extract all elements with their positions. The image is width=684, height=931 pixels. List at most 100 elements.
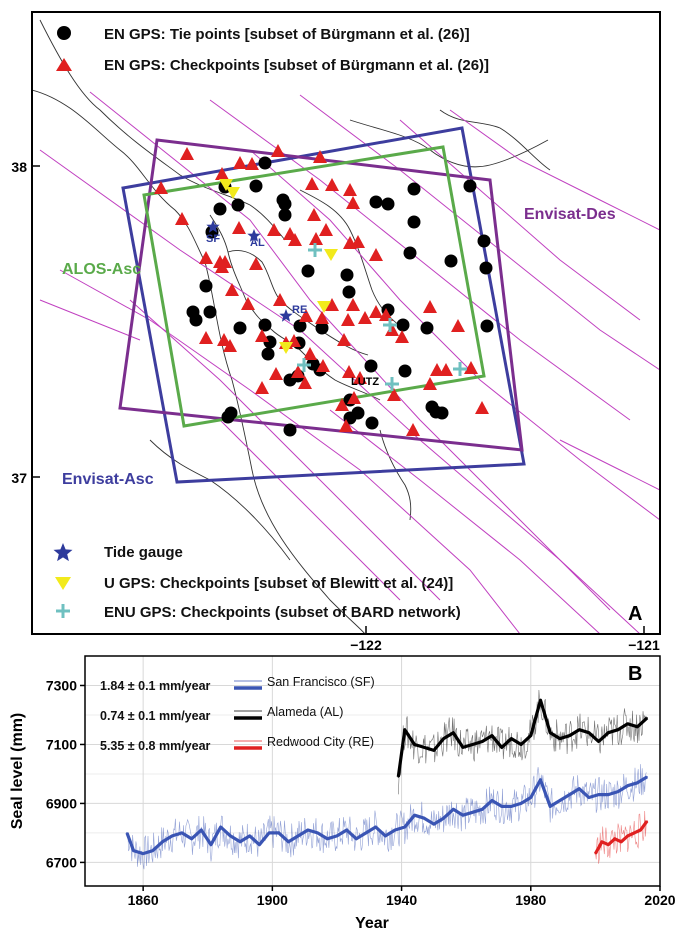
checkpoint-marker: [175, 212, 189, 225]
series-line-alameda-al: [396, 698, 649, 778]
checkpoint-markers: [154, 144, 489, 436]
data-point-san-francisco-sf: [152, 849, 154, 852]
map-panel: SF AL RE LUTZ Envisat-Des ALOS-Asc Envis…: [11, 11, 661, 653]
legend-u-gps-marker: [55, 577, 71, 590]
data-point-alameda-al: [423, 746, 425, 749]
frame-label-alos-asc: ALOS-Asc: [62, 261, 141, 278]
tie-point-marker: [293, 319, 307, 333]
frame-label-envisat-asc: Envisat-Asc: [62, 471, 154, 488]
data-point-san-francisco-sf: [287, 840, 290, 843]
tie-point-marker: [407, 182, 421, 196]
data-point-redwood-city-re: [594, 852, 597, 855]
fault-lines: [39, 91, 660, 634]
enu-gps-marker: [453, 362, 467, 376]
checkpoint-marker: [335, 398, 349, 411]
checkpoint-marker: [343, 183, 357, 196]
tie-point-marker: [249, 179, 263, 193]
data-point-alameda-al: [578, 728, 581, 731]
checkpoint-marker: [225, 283, 239, 296]
tide-gauge-markers: [206, 220, 293, 322]
checkpoint-marker: [313, 150, 327, 163]
data-point-alameda-al: [646, 717, 648, 719]
data-point-san-francisco-sf: [345, 829, 348, 831]
series-line-san-francisco-sf: [125, 775, 648, 856]
data-point-san-francisco-sf: [539, 779, 542, 781]
data-point-san-francisco-sf: [171, 835, 174, 837]
data-point-san-francisco-sf: [336, 835, 338, 837]
station-label-re: RE: [292, 304, 307, 316]
checkpoint-marker: [379, 308, 393, 321]
data-point-san-francisco-sf: [413, 814, 416, 817]
tie-point-marker: [224, 406, 238, 420]
checkpoint-marker: [464, 361, 478, 374]
checkpoint-marker: [303, 347, 317, 360]
chart-legend: 1.84 ± 0.1 mm/year San Francisco (SF) 0.74…: [100, 675, 375, 753]
checkpoint-marker: [305, 177, 319, 190]
data-point-alameda-al: [617, 728, 619, 731]
data-point-san-francisco-sf: [278, 832, 280, 834]
data-point-san-francisco-sf: [646, 776, 648, 778]
data-point-alameda-al: [539, 699, 542, 702]
tie-point-marker: [480, 319, 494, 333]
legend-tie-point-marker: [57, 26, 71, 40]
envisat-des-frame: [118, 138, 524, 452]
checkpoint-marker: [267, 223, 281, 236]
enu-gps-markers: [297, 243, 467, 391]
checkpoint-marker: [299, 309, 313, 322]
data-point-san-francisco-sf: [316, 832, 319, 834]
checkpoint-marker: [154, 181, 168, 194]
checkpoint-marker: [430, 363, 444, 376]
checkpoint-marker: [273, 293, 287, 306]
tie-point-marker: [369, 195, 383, 209]
data-point-san-francisco-sf: [520, 802, 522, 805]
legend-enu-gps-marker: [56, 604, 70, 618]
tie-point-marker: [444, 254, 458, 268]
data-point-san-francisco-sf: [248, 835, 251, 837]
checkpoint-marker: [341, 313, 355, 326]
tie-point-marker: [278, 208, 292, 222]
map-xtick-label: −122: [350, 637, 382, 653]
legend-u-gps-label: U GPS: Checkpoints [subset of Blewitt et…: [104, 575, 453, 592]
tie-point-marker: [342, 285, 356, 299]
checkpoint-marker: [353, 371, 367, 384]
checkpoint-marker: [199, 251, 213, 264]
checkpoint-marker: [369, 305, 383, 318]
alos-asc-frame: [142, 145, 486, 428]
checkpoint-marker: [316, 359, 330, 372]
data-point-alameda-al: [597, 740, 600, 743]
tie-point-marker: [278, 197, 292, 211]
map-xtick-label: −121: [628, 637, 660, 653]
data-point-alameda-al: [607, 731, 610, 734]
legend-enu-gps-label: ENU GPS: Checkpoints (subset of BARD net…: [104, 604, 461, 621]
data-point-redwood-city-re: [633, 832, 635, 834]
checkpoint-marker: [319, 223, 333, 236]
data-point-alameda-al: [559, 737, 561, 740]
data-point-san-francisco-sf: [161, 840, 164, 843]
data-point-redwood-city-re: [646, 820, 648, 822]
tie-point-marker: [301, 264, 315, 278]
data-point-alameda-al: [413, 743, 416, 746]
tie-point-marker: [381, 197, 395, 211]
data-point-san-francisco-sf: [491, 799, 493, 802]
u-gps-marker: [317, 301, 331, 313]
data-point-alameda-al: [549, 731, 551, 734]
data-point-san-francisco-sf: [210, 843, 212, 846]
tie-point-marker: [463, 179, 477, 193]
checkpoint-marker: [315, 311, 329, 324]
data-point-san-francisco-sf: [268, 832, 270, 834]
legend-tie-point-label: EN GPS: Tie points [subset of Bürgmann e…: [104, 26, 470, 43]
data-point-san-francisco-sf: [607, 793, 610, 796]
data-point-redwood-city-re: [639, 829, 642, 831]
tie-point-marker: [340, 268, 354, 282]
checkpoint-marker: [385, 323, 399, 336]
u-gps-marker: [279, 342, 293, 354]
tide-gauge-marker: [206, 220, 220, 233]
data-point-redwood-city-re: [601, 840, 603, 843]
data-point-san-francisco-sf: [307, 829, 309, 831]
map-ytick-label: 37: [11, 470, 27, 486]
panel-letter-b: B: [628, 663, 642, 685]
data-point-san-francisco-sf: [617, 790, 619, 793]
data-point-san-francisco-sf: [384, 835, 387, 837]
checkpoint-marker: [395, 330, 409, 343]
enu-gps-marker: [383, 318, 397, 332]
